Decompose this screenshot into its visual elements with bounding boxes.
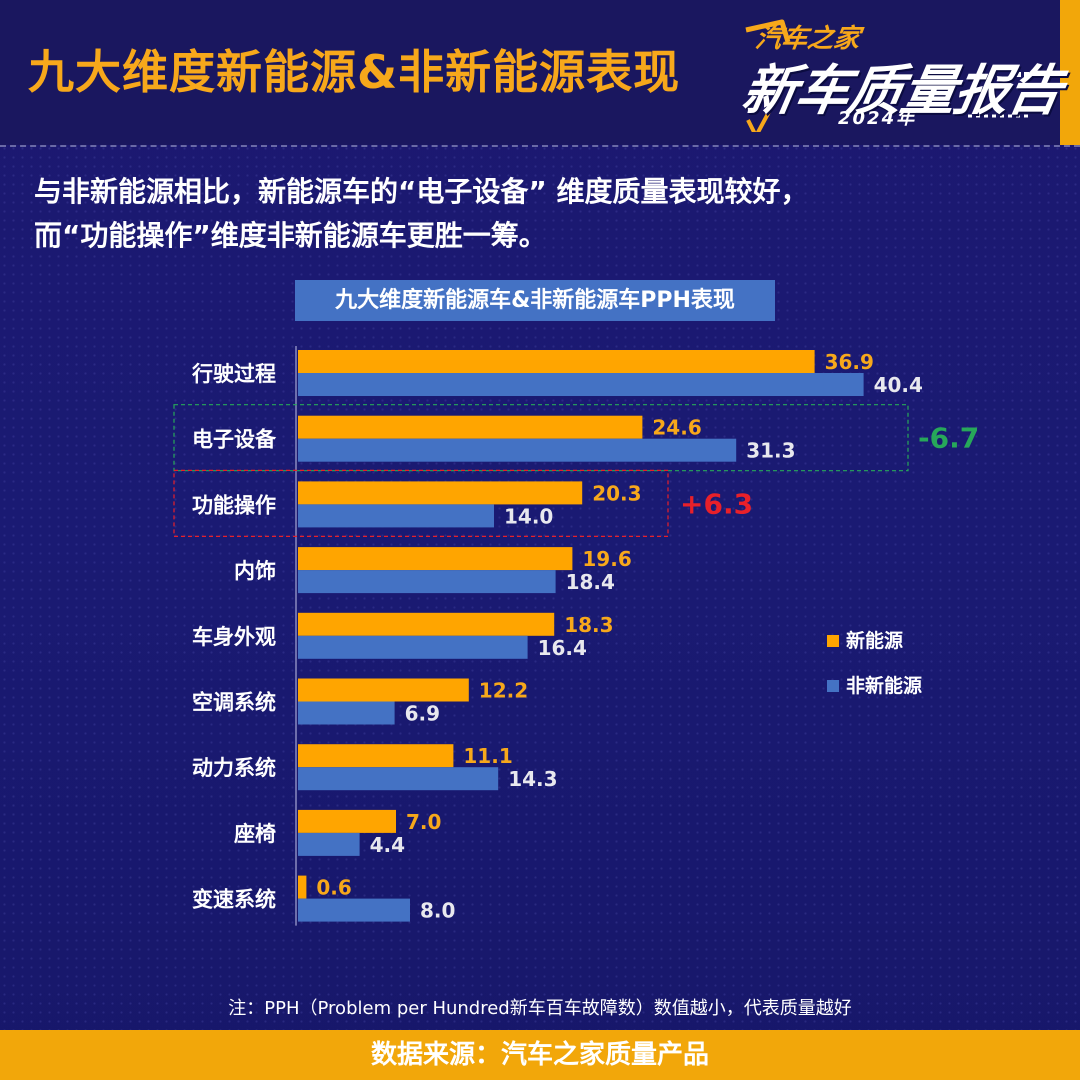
- bar-new-energy: [298, 612, 555, 636]
- chart-title: 九大维度新能源车&非新能源车PPH表现: [295, 280, 775, 321]
- bar-non-new-energy: [298, 701, 395, 725]
- bar-new-energy: [298, 744, 454, 768]
- bar-new-energy: [298, 481, 583, 505]
- category-label: 功能操作: [192, 493, 276, 517]
- annotation-label: -6.7: [918, 422, 979, 455]
- category-label: 动力系统: [192, 756, 276, 780]
- data-label-non-new-energy: 4.4: [370, 833, 405, 857]
- data-label-non-new-energy: 16.4: [538, 636, 587, 660]
- summary-line-2: 而“功能操作”维度非新能源车更胜一筹。: [34, 219, 547, 252]
- report-logo: 汽车之家 新车质量报告 2024年: [738, 12, 1067, 132]
- data-label-new-energy: 24.6: [652, 416, 701, 440]
- data-label-non-new-energy: 40.4: [874, 373, 923, 397]
- bar-non-new-energy: [298, 635, 528, 659]
- page-title: 九大维度新能源&非新能源表现: [28, 45, 681, 99]
- data-label-non-new-energy: 14.0: [504, 504, 553, 528]
- data-label-non-new-energy: 14.3: [508, 767, 557, 791]
- data-label-new-energy: 18.3: [564, 613, 613, 637]
- category-label: 车身外观: [192, 625, 276, 649]
- source-footer: 数据来源：汽车之家质量产品: [0, 1030, 1080, 1080]
- footnote: 注：PPH（Problem per Hundred新车百车故障数）数值越小，代表…: [228, 998, 852, 1019]
- accent-bar: [1060, 0, 1080, 145]
- bar-non-new-energy: [298, 504, 494, 528]
- bar-non-new-energy: [298, 832, 360, 856]
- data-label-non-new-energy: 18.4: [566, 570, 615, 594]
- bar-non-new-energy: [298, 767, 499, 791]
- category-label: 空调系统: [192, 691, 276, 715]
- data-label-new-energy: 7.0: [406, 810, 441, 834]
- data-label-new-energy: 0.6: [316, 876, 351, 900]
- data-label-non-new-energy: 6.9: [405, 702, 440, 726]
- data-label-new-energy: 12.2: [479, 679, 528, 703]
- bar-non-new-energy: [298, 898, 410, 922]
- data-label-non-new-energy: 8.0: [420, 899, 455, 923]
- bar-non-new-energy: [298, 373, 864, 396]
- bar-non-new-energy: [298, 438, 737, 462]
- legend-swatch: [827, 635, 839, 647]
- annotation-box: [173, 404, 909, 472]
- category-label: 电子设备: [192, 428, 277, 452]
- logo-year: 2024年: [838, 108, 917, 129]
- bar-new-energy: [298, 678, 469, 702]
- bar-new-energy: [298, 875, 307, 899]
- annotation-label: +6.3: [680, 487, 753, 520]
- bar-new-energy: [298, 415, 643, 439]
- summary-text: 与非新能源相比，新能源车的“电子设备” 维度质量表现较好， 而“功能操作”维度非…: [34, 170, 809, 258]
- header-divider: [0, 145, 1080, 147]
- category-label: 座椅: [234, 822, 276, 846]
- data-label-new-energy: 19.6: [582, 547, 631, 571]
- annotation-box: [173, 469, 669, 537]
- data-label-new-energy: 11.1: [463, 744, 512, 768]
- category-label: 行驶过程: [191, 362, 276, 386]
- bar-new-energy: [298, 350, 815, 373]
- header-band: [0, 0, 1080, 145]
- bar-new-energy: [298, 547, 573, 571]
- legend-label: 非新能源: [846, 674, 922, 697]
- category-label: 内饰: [234, 559, 276, 583]
- data-label-non-new-energy: 31.3: [746, 439, 795, 463]
- data-label-new-energy: 20.3: [592, 481, 641, 505]
- legend-label: 新能源: [846, 629, 903, 652]
- bar-non-new-energy: [298, 570, 556, 594]
- summary-line-1: 与非新能源相比，新能源车的“电子设备” 维度质量表现较好，: [34, 175, 809, 208]
- data-label-new-energy: 36.9: [825, 350, 874, 374]
- logo-swoosh: [745, 19, 1037, 132]
- bar-new-energy: [298, 809, 396, 833]
- legend-swatch: [827, 680, 839, 692]
- category-label: 变速系统: [192, 888, 276, 912]
